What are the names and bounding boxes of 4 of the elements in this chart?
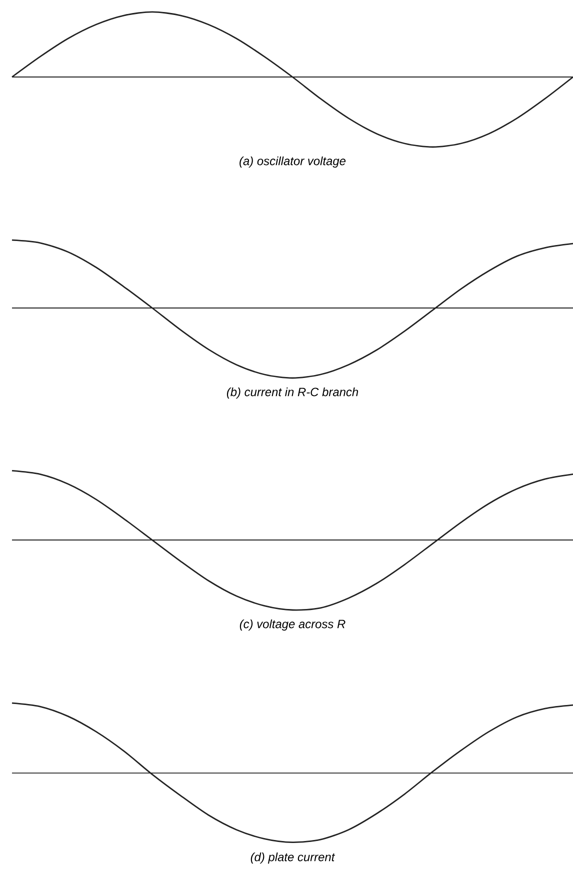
text: (a) oscillator voltage	[240, 156, 346, 168]
text: (b) current in R-C branch	[226, 387, 358, 399]
text: (c) voltage across R	[240, 619, 346, 631]
text: (d) plate current	[250, 852, 336, 864]
